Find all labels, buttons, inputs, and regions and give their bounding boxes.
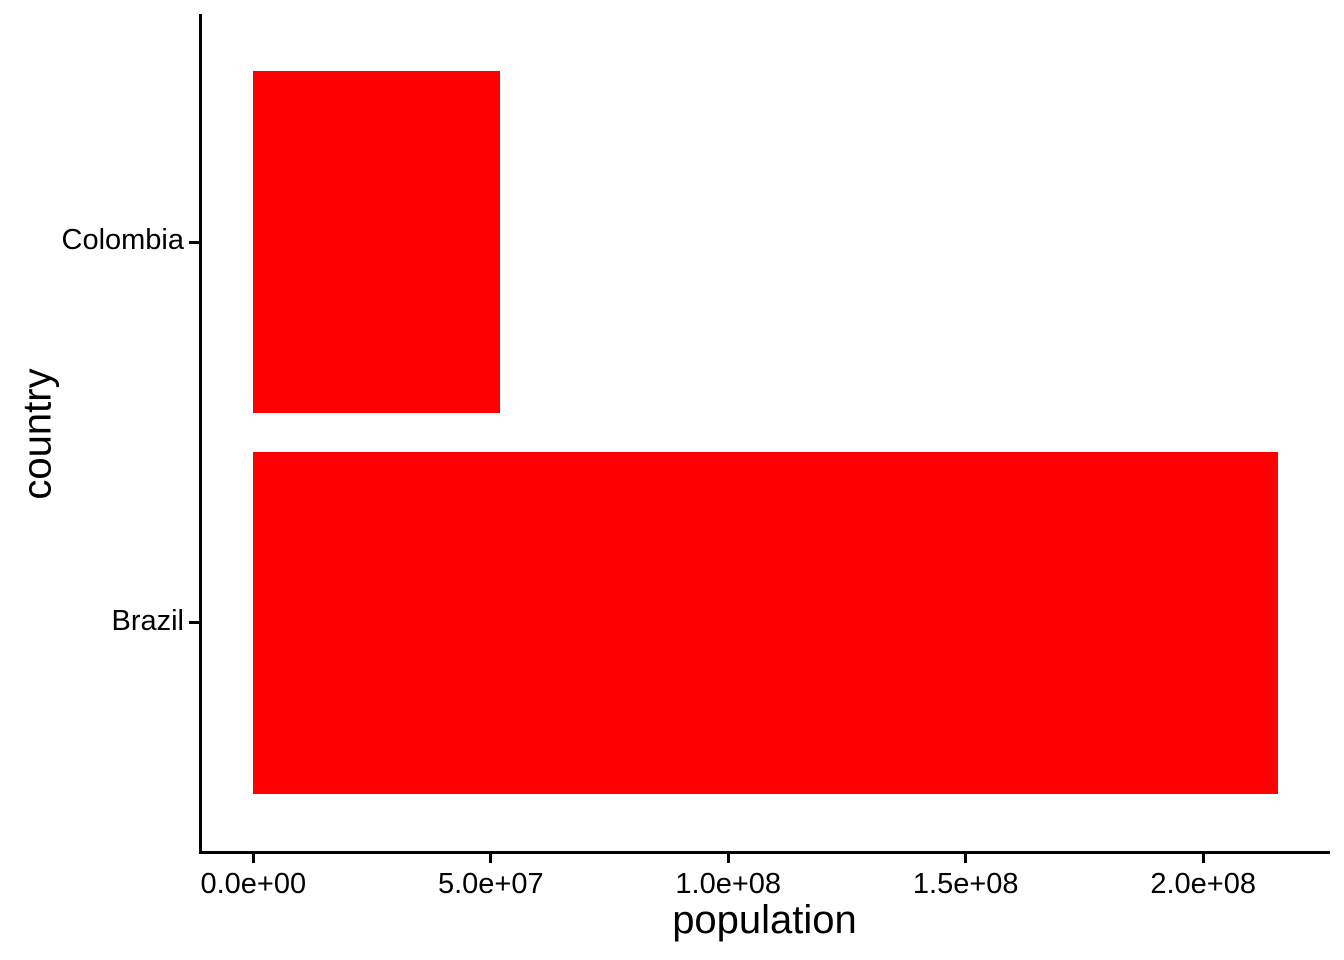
- x-tick-label: 5.0e+07: [437, 868, 544, 900]
- y-axis-title: country: [15, 368, 60, 500]
- x-axis-tick: [489, 854, 493, 863]
- x-tick-label: 1.0e+08: [675, 868, 782, 900]
- y-axis-tick: [189, 621, 199, 625]
- x-axis-tick: [726, 854, 730, 863]
- y-tick-label: Colombia: [61, 224, 185, 257]
- y-tick-label: Brazil: [111, 604, 184, 637]
- x-tick-label: 0.0e+00: [200, 868, 307, 900]
- x-axis-tick: [251, 854, 255, 863]
- x-tick-label: 1.5e+08: [912, 868, 1019, 900]
- y-axis-tick: [189, 240, 199, 244]
- x-axis-tick: [964, 854, 968, 863]
- bar-brazil: [253, 451, 1278, 794]
- bar-colombia: [253, 71, 500, 414]
- x-axis-tick: [1201, 854, 1205, 863]
- plot-panel: Colombia Brazil 0.0e+00 5.0e+07 1.0e+08 1.5e+…: [62, 14, 1330, 900]
- x-tick-label: 2.0e+08: [1150, 868, 1257, 900]
- x-axis-title: population: [672, 898, 857, 942]
